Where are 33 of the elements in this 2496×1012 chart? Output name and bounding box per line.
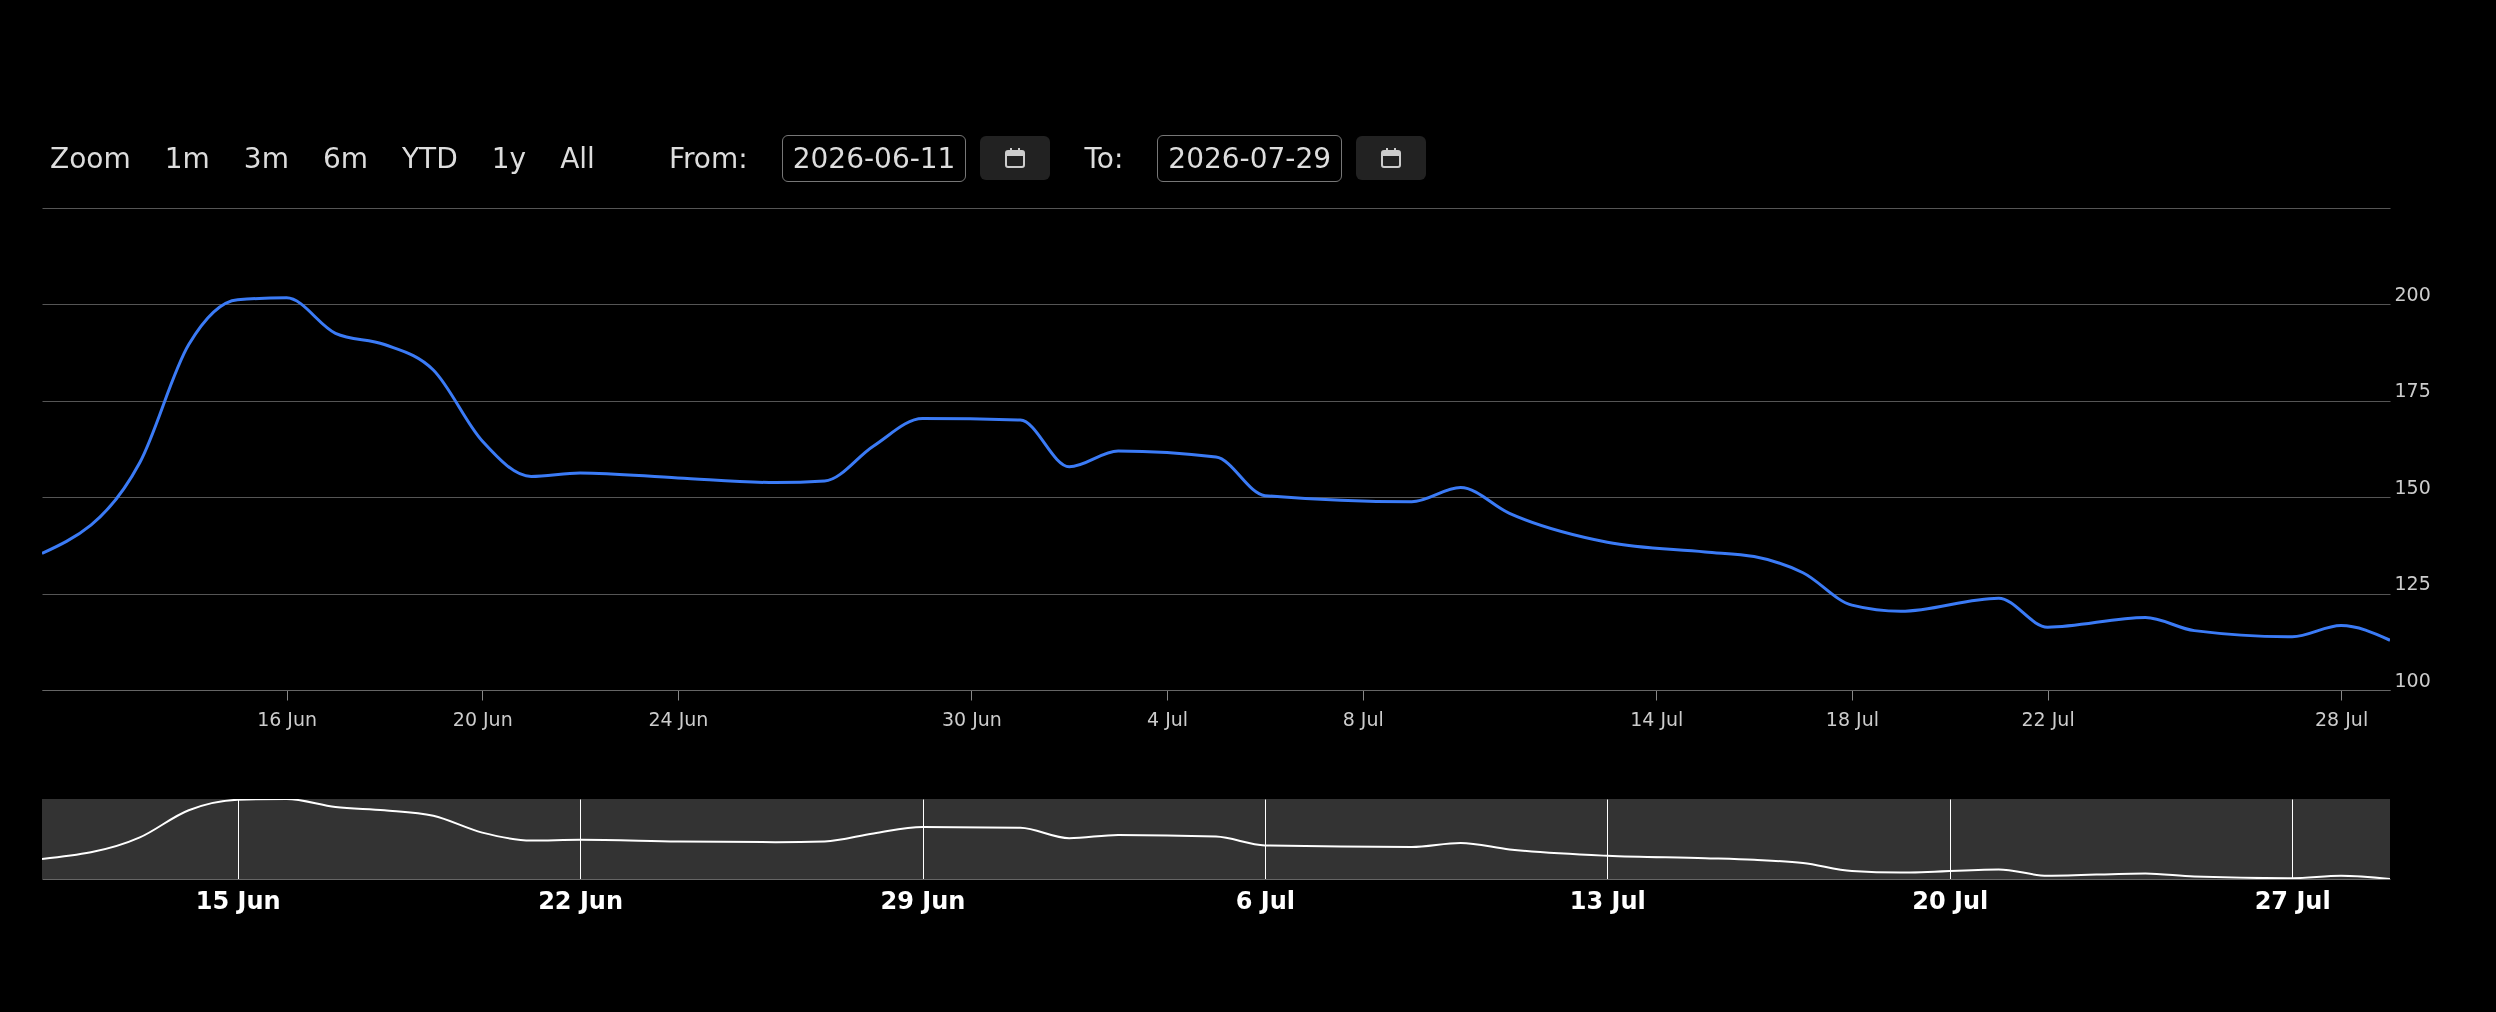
y-tick-label: 100 [2394,668,2431,691]
x-tick-label: 30 Jun [941,707,1002,730]
y-tick-label: 200 [2394,282,2431,305]
x-tick-label: 28 Jul [2315,707,2369,730]
text: YTD [402,141,458,175]
x-tick-label: 24 Jun [648,707,709,730]
x-tick-label: 18 Jul [1825,707,1879,730]
x-tick-label: 6 Jul [1235,886,1296,915]
text: 2026-06-11 [781,134,967,182]
text: To: [1084,141,1124,175]
text: Zoom [50,141,131,175]
text: 1m [164,141,210,175]
x-tick-label: 20 Jul [1912,886,1989,915]
y-tick-label: 150 [2394,475,2431,498]
x-tick-label: 4 Jul [1147,707,1189,730]
text: From: [668,141,748,175]
text: All [560,141,595,175]
x-tick-label: 20 Jun [452,707,513,730]
text: 2026-07-29 [1157,134,1343,182]
y-tick-label: 175 [2394,379,2431,402]
x-tick-label: 8 Jul [1342,707,1384,730]
x-tick-label: 29 Jun [880,886,966,915]
x-tick-label: 14 Jul [1630,707,1684,730]
x-tick-label: 15 Jun [195,886,281,915]
text: 6m [322,141,368,175]
x-tick-label: 22 Jul [2021,707,2075,730]
x-tick-label: 16 Jun [257,707,318,730]
x-tick-label: 27 Jul [2254,886,2331,915]
x-tick-label: 13 Jul [1569,886,1646,915]
y-tick-label: 125 [2394,572,2431,595]
text: 3m [243,141,289,175]
x-tick-label: 22 Jun [538,886,624,915]
text: 1y [491,141,527,175]
